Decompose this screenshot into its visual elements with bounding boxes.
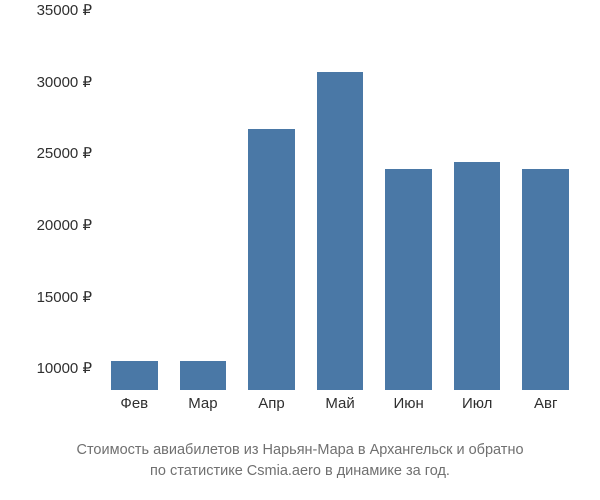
x-tick-label: Фев (100, 395, 169, 412)
bar-slot (100, 10, 169, 390)
y-axis: 10000 ₽15000 ₽20000 ₽25000 ₽30000 ₽35000… (20, 10, 100, 390)
price-chart: 10000 ₽15000 ₽20000 ₽25000 ₽30000 ₽35000… (20, 10, 580, 430)
caption-line-2: по статистике Csmia.aero в динамике за г… (150, 463, 450, 479)
bar-slot (237, 10, 306, 390)
caption-line-1: Стоимость авиабилетов из Нарьян-Мара в А… (76, 442, 523, 458)
bar (111, 361, 158, 390)
bar (248, 129, 295, 390)
x-tick-label: Май (306, 395, 375, 412)
bar-slot (443, 10, 512, 390)
bar-slot (374, 10, 443, 390)
x-tick-label: Апр (237, 395, 306, 412)
x-tick-label: Июл (443, 395, 512, 412)
y-tick-label: 10000 ₽ (37, 359, 92, 377)
y-tick-label: 15000 ₽ (37, 288, 92, 306)
bars-group (100, 10, 580, 390)
y-tick-label: 35000 ₽ (37, 1, 92, 19)
bar (385, 169, 432, 390)
x-tick-label: Авг (511, 395, 580, 412)
chart-caption: Стоимость авиабилетов из Нарьян-Мара в А… (0, 440, 600, 482)
x-tick-label: Июн (374, 395, 443, 412)
x-axis-labels: ФевМарАпрМайИюнИюлАвг (100, 395, 580, 412)
bar-slot (511, 10, 580, 390)
y-tick-label: 20000 ₽ (37, 216, 92, 234)
bar (317, 72, 364, 390)
y-tick-label: 30000 ₽ (37, 73, 92, 91)
bar-slot (169, 10, 238, 390)
plot-area (100, 10, 580, 390)
bar (454, 162, 501, 390)
bar-slot (306, 10, 375, 390)
bar (522, 169, 569, 390)
x-tick-label: Мар (169, 395, 238, 412)
bar (180, 361, 227, 390)
y-tick-label: 25000 ₽ (37, 144, 92, 162)
